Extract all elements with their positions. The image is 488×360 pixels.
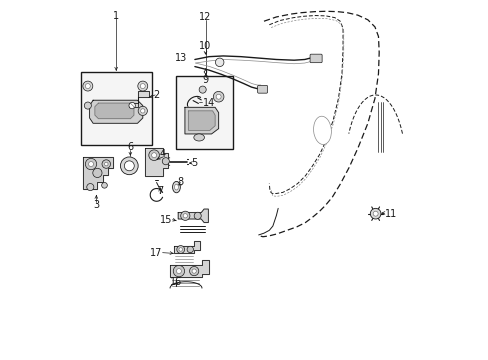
Circle shape bbox=[216, 94, 221, 99]
Polygon shape bbox=[83, 157, 113, 189]
Polygon shape bbox=[173, 241, 200, 253]
Circle shape bbox=[194, 212, 201, 219]
Circle shape bbox=[213, 91, 224, 102]
Circle shape bbox=[369, 208, 380, 219]
Circle shape bbox=[183, 214, 187, 218]
Polygon shape bbox=[129, 91, 148, 107]
FancyBboxPatch shape bbox=[176, 76, 233, 149]
Text: 13: 13 bbox=[175, 53, 187, 63]
Polygon shape bbox=[95, 103, 134, 119]
Circle shape bbox=[104, 162, 108, 166]
Circle shape bbox=[129, 102, 135, 109]
Circle shape bbox=[88, 162, 93, 167]
Circle shape bbox=[181, 211, 189, 220]
Text: 9: 9 bbox=[202, 75, 208, 85]
FancyBboxPatch shape bbox=[81, 72, 152, 145]
Ellipse shape bbox=[172, 181, 180, 193]
Circle shape bbox=[215, 58, 224, 67]
Text: 7: 7 bbox=[157, 186, 163, 195]
Circle shape bbox=[199, 86, 206, 93]
Circle shape bbox=[138, 81, 147, 91]
Text: 15: 15 bbox=[159, 215, 171, 225]
Circle shape bbox=[187, 246, 193, 253]
Circle shape bbox=[138, 106, 147, 116]
Circle shape bbox=[85, 84, 90, 89]
Polygon shape bbox=[89, 100, 142, 123]
Text: 11: 11 bbox=[384, 209, 396, 219]
FancyBboxPatch shape bbox=[257, 85, 267, 93]
Circle shape bbox=[141, 109, 144, 113]
Circle shape bbox=[177, 246, 184, 253]
Polygon shape bbox=[184, 107, 218, 134]
Ellipse shape bbox=[174, 184, 178, 190]
Text: 17: 17 bbox=[149, 248, 162, 258]
Polygon shape bbox=[178, 209, 208, 222]
Circle shape bbox=[102, 183, 107, 188]
Ellipse shape bbox=[313, 116, 331, 144]
Text: 1: 1 bbox=[113, 11, 119, 21]
Circle shape bbox=[372, 211, 377, 216]
Text: 4: 4 bbox=[160, 149, 166, 159]
Text: 16: 16 bbox=[170, 277, 182, 287]
Circle shape bbox=[162, 158, 169, 165]
Text: 3: 3 bbox=[93, 200, 99, 210]
Circle shape bbox=[102, 160, 110, 168]
Circle shape bbox=[85, 158, 97, 170]
Circle shape bbox=[151, 153, 156, 158]
Polygon shape bbox=[145, 148, 168, 176]
Circle shape bbox=[189, 266, 198, 276]
Circle shape bbox=[86, 184, 94, 191]
Text: 2: 2 bbox=[152, 90, 159, 100]
Text: 12: 12 bbox=[199, 12, 211, 22]
Circle shape bbox=[148, 150, 159, 161]
Circle shape bbox=[179, 248, 182, 251]
Text: 5: 5 bbox=[191, 158, 197, 168]
Text: 10: 10 bbox=[199, 41, 211, 51]
Circle shape bbox=[120, 157, 138, 175]
FancyBboxPatch shape bbox=[309, 54, 322, 63]
Text: 14: 14 bbox=[202, 98, 215, 108]
Circle shape bbox=[124, 161, 134, 171]
Polygon shape bbox=[188, 111, 215, 130]
Circle shape bbox=[176, 269, 181, 274]
Polygon shape bbox=[170, 260, 209, 278]
Ellipse shape bbox=[193, 134, 204, 141]
Text: 6: 6 bbox=[127, 143, 133, 152]
Circle shape bbox=[82, 81, 93, 91]
Circle shape bbox=[84, 102, 91, 109]
Text: 8: 8 bbox=[177, 177, 183, 187]
Circle shape bbox=[140, 84, 145, 89]
Circle shape bbox=[192, 269, 196, 273]
Circle shape bbox=[93, 168, 102, 177]
Circle shape bbox=[173, 265, 184, 277]
